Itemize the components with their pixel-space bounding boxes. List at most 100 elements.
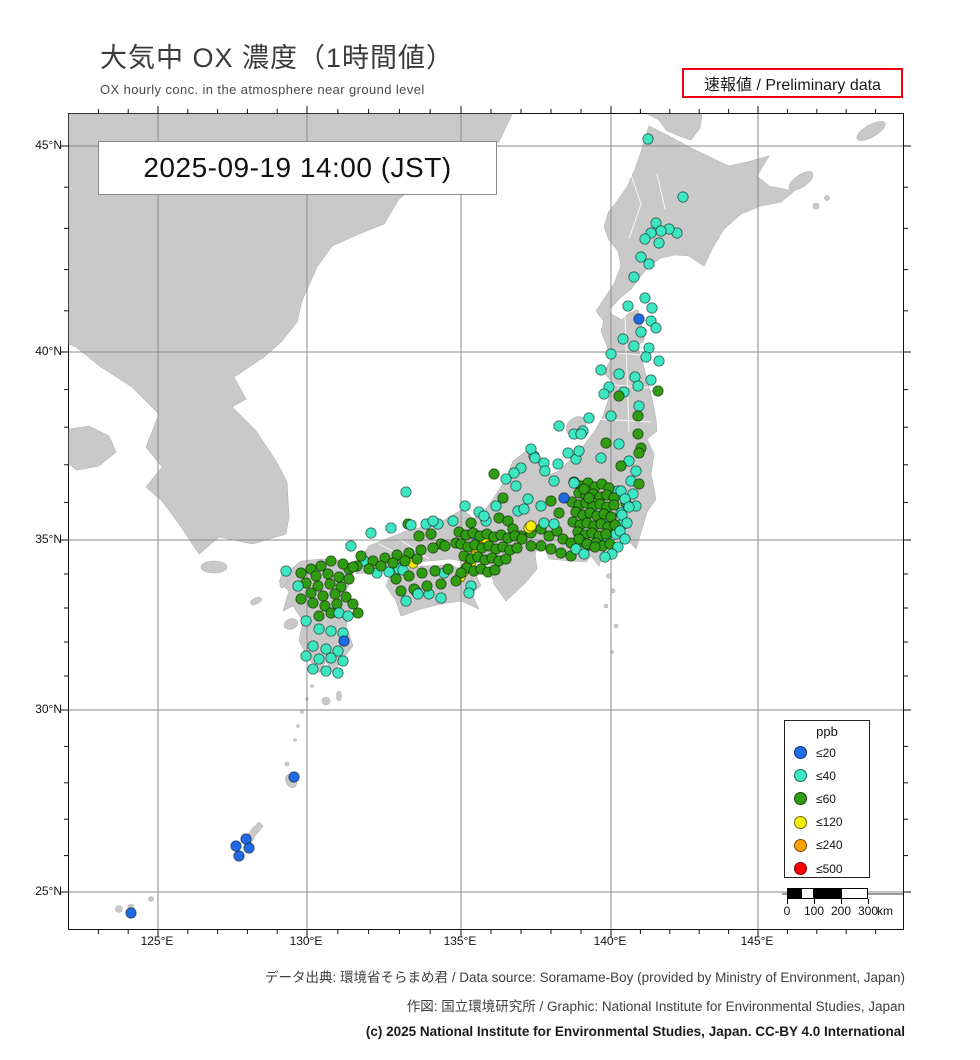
- station-dot: [365, 527, 377, 539]
- station-dot: [632, 410, 644, 422]
- station-dot: [605, 348, 617, 360]
- station-dot: [421, 580, 433, 592]
- legend-item-r: ≤500: [785, 857, 869, 880]
- tokara-islet-4: [296, 724, 300, 728]
- timestamp-box: 2025-09-19 14:00 (JST): [98, 141, 497, 195]
- station-dot: [447, 515, 459, 527]
- tokara-islet-3: [300, 710, 304, 714]
- footer-data-source: データ出典: 環境省そらまめ君 / Data source: Soramame-…: [265, 970, 905, 985]
- axis-ticks: [61, 106, 911, 937]
- station-dot: [529, 452, 541, 464]
- station-dot: [650, 217, 662, 229]
- station-dot: [429, 565, 441, 577]
- station-dot: [313, 610, 325, 622]
- title-block: 大気中 OX 濃度（1時間値） OX hourly conc. in the a…: [100, 36, 454, 97]
- scale-bar-segment-2: [814, 888, 841, 899]
- station-dot: [613, 438, 625, 450]
- station-dot: [292, 580, 304, 592]
- station-dot: [613, 368, 625, 380]
- station-dot: [635, 326, 647, 338]
- station-dot: [363, 563, 375, 575]
- shandong-peninsula: [68, 425, 117, 471]
- station-dot: [395, 585, 407, 597]
- station-dot: [555, 547, 567, 559]
- station-dot: [628, 271, 640, 283]
- lon-label-140: 140°E: [593, 934, 627, 948]
- page-subtitle: OX hourly conc. in the atmosphere near g…: [100, 82, 425, 97]
- station-dot: [500, 473, 512, 485]
- station-dot: [525, 520, 537, 532]
- scale-bar-number-200: 200: [830, 904, 852, 918]
- station-dot: [605, 410, 617, 422]
- station-dot: [650, 322, 662, 334]
- station-dot: [600, 437, 612, 449]
- station-dot: [337, 558, 349, 570]
- station-dot: [399, 555, 411, 567]
- station-dot: [613, 390, 625, 402]
- station-dot: [450, 575, 462, 587]
- legend: ppb ≤20 ≤40 ≤60 ≤120 ≤240 ≤500: [784, 720, 870, 878]
- legend-item-o: ≤240: [785, 834, 869, 857]
- station-dot: [338, 635, 350, 647]
- kuril-island-2: [856, 121, 886, 141]
- scale-bar-unit: km: [877, 904, 893, 918]
- station-dot: [325, 652, 337, 664]
- station-dot: [639, 292, 651, 304]
- station-dot: [614, 525, 626, 537]
- legend-dot-icon: [794, 792, 807, 806]
- station-dot: [465, 517, 477, 529]
- station-dot: [508, 467, 520, 479]
- station-dot: [633, 313, 645, 325]
- station-dot: [325, 625, 337, 637]
- station-dot: [645, 374, 657, 386]
- legend-dot-icon: [794, 746, 807, 760]
- station-dot: [332, 645, 344, 657]
- station-dot: [337, 655, 349, 667]
- station-dot: [340, 591, 352, 603]
- station-dot: [478, 510, 490, 522]
- station-dot: [300, 615, 312, 627]
- station-dot: [570, 543, 582, 555]
- station-dot: [578, 548, 590, 560]
- legend-dot-icon: [794, 862, 807, 876]
- amakusa-island: [283, 618, 299, 630]
- station-dot: [516, 533, 528, 545]
- legend-rows: ≤20 ≤40 ≤60 ≤120 ≤240 ≤500: [785, 741, 869, 880]
- station-dot: [317, 590, 329, 602]
- station-dot: [617, 333, 629, 345]
- legend-dot-icon: [794, 769, 807, 783]
- station-dot: [545, 495, 557, 507]
- legend-item-label: ≤60: [816, 791, 836, 806]
- station-dot: [413, 530, 425, 542]
- scale-bar-segment-1: [800, 888, 814, 899]
- station-dot: [312, 580, 324, 592]
- legend-item-label: ≤20: [816, 745, 836, 760]
- station-dot: [653, 237, 665, 249]
- kuril-island-3: [812, 202, 820, 210]
- station-dot: [320, 643, 332, 655]
- station-dot: [400, 486, 412, 498]
- scale-bar-tick-0: [787, 899, 788, 904]
- station-dot: [347, 598, 359, 610]
- station-dot: [125, 907, 137, 919]
- scale-bar-number-300: 300: [857, 904, 879, 918]
- station-dot: [583, 412, 595, 424]
- legend-item-b: ≤20: [785, 741, 869, 764]
- station-dot: [320, 665, 332, 677]
- station-dot: [598, 388, 610, 400]
- station-data-points: [125, 133, 689, 919]
- station-dot: [288, 771, 300, 783]
- station-dot: [642, 133, 654, 145]
- legend-item-label: ≤240: [816, 838, 843, 853]
- station-dot: [233, 850, 245, 862]
- station-dot: [385, 522, 397, 534]
- station-dot: [416, 567, 428, 579]
- station-dot: [646, 302, 658, 314]
- station-dot: [502, 515, 514, 527]
- page-title: 大気中 OX 濃度（1時間値）: [100, 43, 455, 73]
- station-dot: [390, 573, 402, 585]
- lon-label-125: 125°E: [140, 934, 174, 948]
- station-dot: [553, 420, 565, 432]
- station-dot: [324, 578, 336, 590]
